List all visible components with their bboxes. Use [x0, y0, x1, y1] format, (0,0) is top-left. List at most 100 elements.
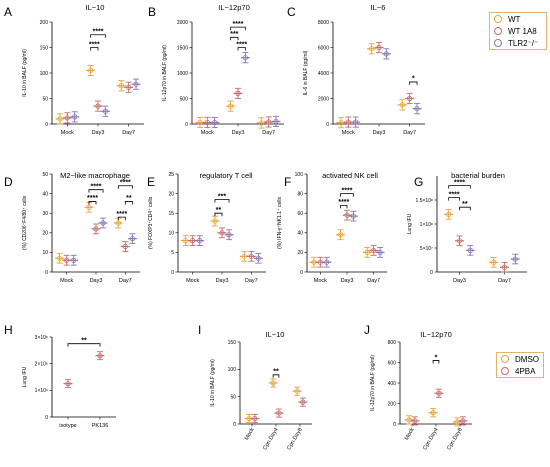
data-point: [436, 390, 442, 396]
data-point: [407, 95, 413, 102]
legend-item-wt-1a8: WT 1A8: [490, 25, 546, 37]
y-tick-label: 100: [295, 172, 304, 178]
significance-label: **: [462, 201, 468, 208]
legend-bottom: DMSO 4PBA: [496, 352, 544, 378]
y-tick-label: 100: [40, 71, 49, 77]
data-point: [324, 259, 330, 265]
data-point: [57, 255, 63, 261]
panel-letter: E: [147, 175, 155, 189]
data-point: [369, 46, 375, 52]
data-point: [97, 353, 103, 359]
significance-label: **: [126, 195, 132, 202]
panel-letter: C: [287, 5, 296, 19]
data-point: [190, 238, 196, 244]
panel-d: D M2−like macrophage 0 10 20 30 40 50 (%) CD206⁺…: [4, 171, 140, 284]
data-point: [350, 213, 356, 219]
x-tick-label: PK136: [92, 423, 109, 429]
x-tick-label: Day3: [341, 278, 354, 284]
y-axis-label: Lung IFU: [22, 366, 28, 387]
data-point: [129, 236, 135, 242]
panel-letter: B: [148, 5, 156, 19]
significance-label: ****: [338, 199, 349, 206]
significance-label: ****: [93, 29, 104, 36]
y-tick-label: 1×10⁸: [420, 222, 433, 228]
data-point: [383, 51, 389, 57]
y-axis-label: (%) IFN-γ⁺NK1.1⁺ cells: [277, 197, 283, 249]
y-tick-label: 5: [171, 250, 174, 256]
significance-label: ****: [454, 179, 465, 186]
x-tick-label: Day3: [453, 278, 466, 284]
x-tick-label: Day3: [232, 130, 245, 136]
y-tick-label: 0: [45, 122, 48, 128]
significance-bracket: [340, 204, 348, 209]
significance-bracket: [214, 212, 223, 217]
x-tick-label: Mock: [61, 130, 74, 136]
data-point: [430, 410, 436, 416]
x-tick-label: Day7: [262, 130, 275, 136]
y-tick-label: 0: [185, 122, 188, 128]
legend-label: WT 1A8: [508, 26, 537, 36]
legend-marker: [494, 15, 502, 23]
data-point: [228, 103, 234, 109]
significance-bracket: [448, 197, 460, 201]
y-axis-label: IL-12p70 in BALF (pg/ml): [370, 355, 376, 411]
y-tick-label: 1×10⁶: [35, 388, 48, 394]
significance-label: ****: [449, 191, 460, 198]
y-tick-label: 200: [40, 20, 49, 26]
data-point: [126, 84, 132, 90]
legend-label: TLR2⁻/⁻: [508, 38, 539, 48]
data-point: [93, 226, 99, 232]
significance-label: ****: [116, 211, 127, 218]
y-tick-label: 20: [168, 191, 174, 197]
x-tick-label: Mock: [60, 278, 73, 284]
data-point: [460, 418, 466, 424]
y-tick-label: 0: [171, 270, 174, 276]
data-point: [88, 67, 94, 74]
data-point: [235, 90, 241, 97]
y-tick-label: 80: [297, 191, 303, 197]
y-tick-label: 50: [230, 394, 236, 400]
data-point: [219, 230, 225, 236]
panel-j: J IL−12p70 0 200 400 600 800 IL-12p70 in BALF (…: [364, 323, 472, 451]
x-tick-label: Day7: [403, 130, 416, 136]
y-tick-label: 20: [297, 250, 303, 256]
significance-bracket: [67, 343, 101, 347]
significance-label: ****: [233, 21, 244, 28]
y-tick-label: 0: [233, 422, 236, 428]
y-axis-label: IL-10 in BALF (pg/ml): [210, 359, 216, 407]
data-point: [353, 119, 359, 125]
x-tick-label: isotype: [59, 423, 76, 429]
panel-title: regulatory T cell: [199, 171, 252, 180]
data-point: [86, 204, 92, 210]
legend-marker: [494, 27, 502, 35]
panel-title: bacterial burden: [451, 171, 505, 180]
data-point: [491, 259, 497, 265]
y-tick-label: 100: [228, 367, 237, 373]
significance-label: *: [412, 76, 415, 83]
data-point: [252, 415, 258, 422]
data-point: [122, 243, 128, 250]
y-tick-label: 25: [168, 172, 174, 178]
significance-bracket: [88, 201, 97, 205]
data-point: [273, 118, 279, 125]
y-tick-label: 50: [42, 96, 48, 102]
data-point: [399, 102, 405, 108]
legend-marker: [501, 355, 509, 363]
y-axis-label: IL-6 in BALF (pg/ml): [303, 50, 309, 95]
data-point: [377, 249, 383, 255]
y-axis-label: (%) CD206⁺F4/80⁺ cells: [22, 195, 28, 250]
x-tick-label: Day7: [367, 278, 380, 284]
panel-h: H 0 1×10⁶ 2×10⁶ 3×10⁶ Lung IFU isotype PK136 **: [4, 323, 116, 429]
x-tick-label: Day7: [245, 278, 258, 284]
legend-item-tlr2: TLR2⁻/⁻: [490, 37, 546, 49]
data-point: [118, 83, 124, 89]
x-tick-label: Cpn.Day4: [262, 427, 279, 451]
significance-bracket: [230, 26, 246, 31]
data-point: [270, 380, 276, 386]
data-point: [258, 120, 264, 126]
data-point: [241, 253, 247, 259]
legend-label: WT: [508, 14, 521, 24]
y-tick-label: 40: [297, 231, 303, 237]
